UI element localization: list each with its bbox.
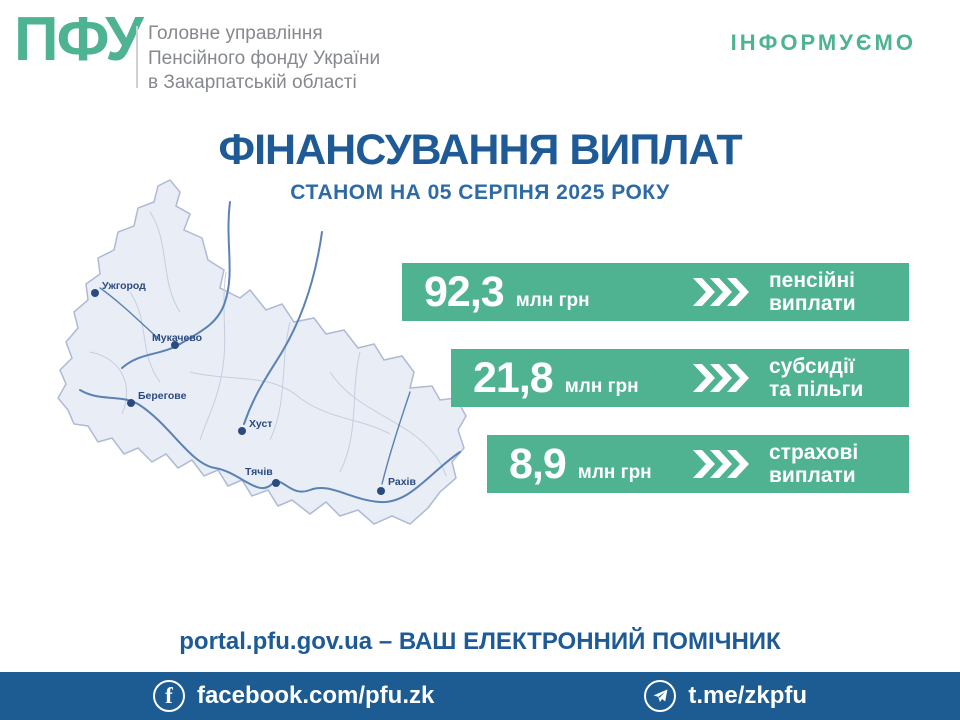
portal-line: portal.pfu.gov.ua – ВАШ ЕЛЕКТРОННИЙ ПОМІ… (179, 628, 781, 655)
city-label-mukachevo: Мукачево (152, 332, 202, 344)
payment-label: субсидії та пільги (769, 354, 864, 401)
district-border (149, 211, 181, 313)
payment-row-insurance: 8,9 млн грн страхові виплати (487, 435, 909, 493)
amount-value: 21,8 (473, 353, 554, 402)
oblast-outline (57, 179, 467, 525)
district-border (269, 321, 291, 441)
city-marker-mukachevo (171, 341, 179, 349)
city-marker-berehove (127, 399, 135, 407)
triple-chevron-icon (693, 450, 751, 478)
org-name-line1: Головне управління (148, 23, 323, 44)
amount-group: 92,3 млн грн (424, 267, 590, 316)
facebook-link: f facebook.com/pfu.zk (152, 680, 435, 712)
org-name: Головне управління Пенсійного фонду Укра… (148, 22, 380, 96)
city-marker-uzhhorod (91, 289, 99, 297)
telegram-link: t.me/zkpfu (644, 680, 807, 712)
payment-label: пенсійні виплати (769, 268, 856, 315)
city-label-rakhiv: Рахів (388, 476, 416, 488)
payment-label: страхові виплати (769, 440, 859, 487)
district-border (339, 351, 361, 473)
payment-row-pension: 92,3 млн грн пенсійні виплати (402, 263, 909, 321)
footer-bar: f facebook.com/pfu.zk t.me/zkpfu (0, 672, 960, 720)
city-marker-khust (238, 427, 246, 435)
city-label-berehove: Берегове (138, 390, 187, 402)
facebook-url: facebook.com/pfu.zk (196, 682, 435, 709)
header: ПФУ Головне управління Пенсійного фонду … (0, 0, 960, 112)
city-label-uzhhorod: Ужгород (102, 280, 146, 292)
telegram-icon (644, 680, 677, 712)
amount-unit: млн грн (577, 461, 652, 483)
amount-group: 21,8 млн грн (473, 353, 639, 402)
zakarpattia-map: Ужгород Мукачево Берегове Хуст Тячів Рах… (30, 172, 470, 567)
amount-unit: млн грн (564, 375, 639, 397)
river (79, 389, 461, 504)
logo-divider (136, 26, 138, 88)
amount-group: 8,9 млн грн (509, 439, 652, 488)
river (99, 287, 161, 341)
triple-chevron-icon (693, 364, 751, 392)
payment-row-subsidies: 21,8 млн грн субсидії та пільги (451, 349, 909, 407)
org-name-line3: в Закарпатській області (148, 72, 357, 94)
river (243, 231, 323, 425)
city-label-tiachiv: Тячів (245, 466, 273, 478)
page-subtitle: СТАНОМ НА 05 СЕРПНЯ 2025 РОКУ (290, 181, 670, 204)
district-border (89, 351, 127, 415)
map-svg: Ужгород Мукачево Берегове Хуст Тячів Рах… (57, 179, 467, 525)
tagline: ІНФОРМУЄМО (730, 30, 916, 55)
river (121, 201, 231, 369)
river (381, 391, 411, 485)
amount-unit: млн грн (515, 289, 590, 311)
facebook-icon: f (152, 680, 185, 712)
district-border (129, 291, 161, 383)
district-border (189, 371, 391, 435)
org-name-line2: Пенсійного фонду України (148, 47, 381, 69)
city-marker-rakhiv (377, 487, 385, 495)
telegram-url: t.me/zkpfu (688, 682, 808, 709)
city-label-khust: Хуст (249, 418, 272, 430)
amount-value: 92,3 (424, 267, 505, 316)
district-border (329, 371, 447, 477)
city-marker-tiachiv (272, 479, 280, 487)
page-title: ФІНАНСУВАННЯ ВИПЛАТ (218, 126, 742, 174)
triple-chevron-icon (693, 278, 751, 306)
amount-value: 8,9 (509, 439, 567, 488)
pfu-logo: ПФУ (14, 5, 144, 74)
